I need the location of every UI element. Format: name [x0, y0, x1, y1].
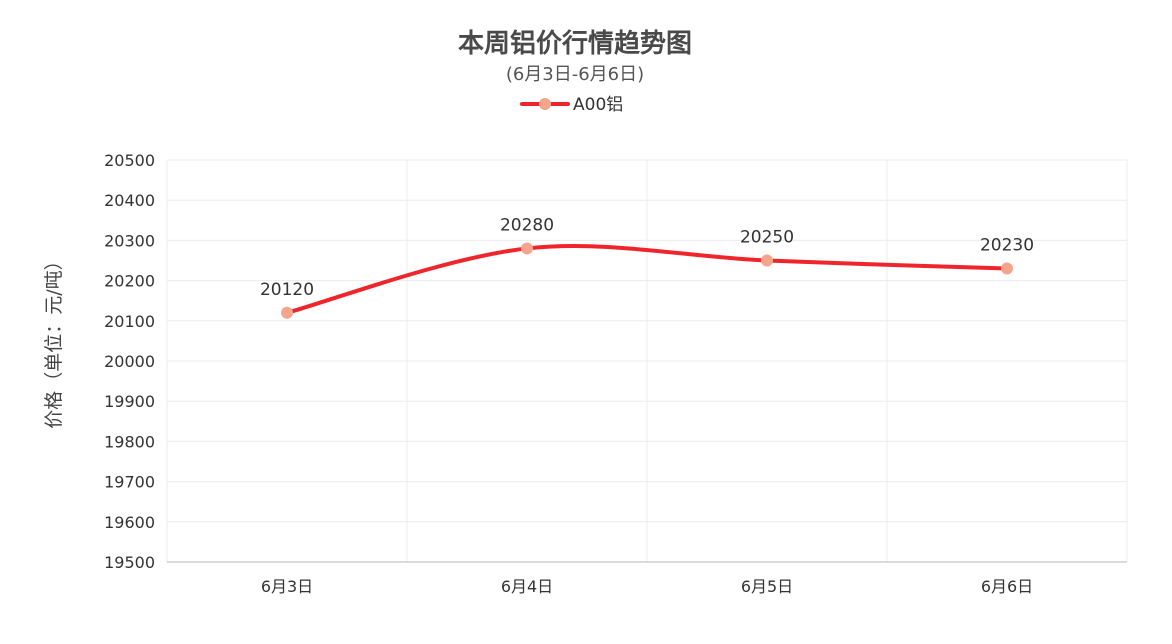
data-label: 20230: [980, 236, 1034, 256]
y-tick-label: 19600: [104, 513, 155, 532]
legend[interactable]: A00铝: [520, 95, 623, 115]
y-tick-label: 20300: [104, 231, 155, 250]
legend-marker-icon: [539, 98, 551, 110]
y-tick-label: 19500: [104, 553, 155, 572]
y-axis-label: 价格（单位：元/吨）: [43, 251, 65, 428]
y-tick-label: 20200: [104, 272, 155, 291]
data-point[interactable]: [1001, 262, 1013, 275]
data-label: 20250: [740, 228, 794, 248]
y-tick-label: 19800: [104, 432, 155, 451]
data-labels: 20120 20280 20250 20230: [260, 215, 1034, 299]
y-tick-label: 20400: [104, 191, 155, 210]
data-label: 20120: [260, 280, 314, 300]
x-tick-label: 6月4日: [501, 577, 553, 596]
series-a00: [285, 244, 1009, 315]
y-tick-label: 20100: [104, 312, 155, 331]
legend-label: A00铝: [573, 95, 623, 115]
x-tick-label: 6月3日: [261, 577, 313, 596]
x-tick-labels: 6月3日 6月4日 6月5日 6月6日: [261, 577, 1033, 596]
chart-subtitle: (6月3日-6月6日): [506, 64, 644, 85]
y-tick-labels: 20500 20400 20300 20200 20100 20000 19900 19800…: [104, 151, 155, 572]
grid: [166, 159, 1128, 563]
x-tick-label: 6月6日: [981, 577, 1033, 596]
data-label: 20280: [500, 215, 554, 235]
y-tick-label: 20500: [104, 151, 155, 170]
data-point[interactable]: [281, 306, 293, 319]
data-point[interactable]: [521, 242, 533, 255]
y-tick-label: 19700: [104, 473, 155, 492]
data-point[interactable]: [761, 254, 773, 267]
y-tick-label: 20000: [104, 352, 155, 371]
y-tick-label: 19900: [104, 392, 155, 411]
chart-title: 本周铝价行情趋势图: [458, 28, 692, 59]
x-tick-label: 6月5日: [741, 577, 793, 596]
series-line: [285, 244, 1009, 315]
data-points: [281, 242, 1013, 319]
